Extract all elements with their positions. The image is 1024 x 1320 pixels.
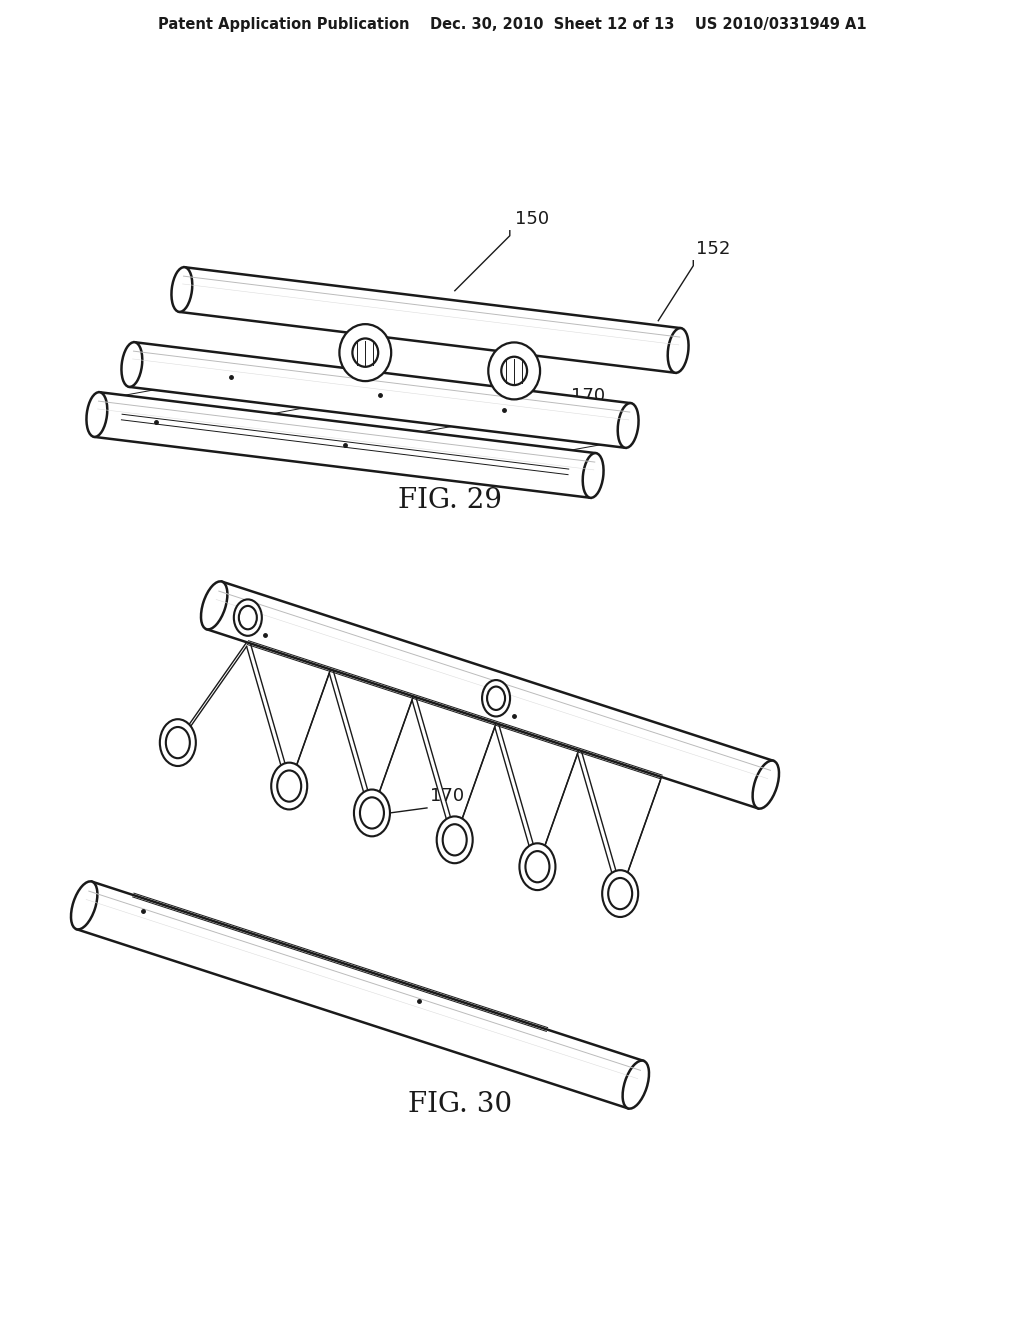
Ellipse shape	[487, 686, 505, 710]
Text: FIG. 29: FIG. 29	[398, 487, 502, 513]
Ellipse shape	[122, 342, 142, 387]
Polygon shape	[77, 882, 643, 1109]
Text: FIG. 30: FIG. 30	[408, 1092, 512, 1118]
Ellipse shape	[360, 797, 384, 829]
Ellipse shape	[623, 1060, 649, 1109]
Ellipse shape	[339, 325, 391, 381]
Ellipse shape	[354, 789, 390, 837]
Ellipse shape	[519, 843, 555, 890]
Text: 170: 170	[571, 387, 605, 405]
Ellipse shape	[436, 816, 473, 863]
Ellipse shape	[271, 763, 307, 809]
Ellipse shape	[482, 680, 510, 717]
Ellipse shape	[201, 581, 227, 630]
Polygon shape	[94, 392, 596, 498]
Text: Patent Application Publication    Dec. 30, 2010  Sheet 12 of 13    US 2010/03319: Patent Application Publication Dec. 30, …	[158, 16, 866, 32]
Ellipse shape	[753, 760, 779, 809]
Ellipse shape	[525, 851, 550, 882]
Ellipse shape	[608, 878, 632, 909]
Ellipse shape	[602, 870, 638, 917]
Ellipse shape	[488, 342, 540, 400]
Polygon shape	[129, 342, 631, 447]
Ellipse shape	[239, 606, 257, 630]
Text: 150: 150	[515, 210, 549, 228]
Ellipse shape	[352, 338, 378, 367]
Ellipse shape	[668, 329, 688, 372]
Ellipse shape	[71, 882, 97, 929]
Ellipse shape	[233, 599, 262, 636]
Ellipse shape	[166, 727, 189, 758]
Ellipse shape	[86, 392, 108, 437]
Ellipse shape	[160, 719, 196, 766]
Polygon shape	[207, 582, 773, 808]
Ellipse shape	[442, 824, 467, 855]
Ellipse shape	[502, 356, 527, 385]
Ellipse shape	[171, 267, 193, 312]
Text: 152: 152	[696, 240, 731, 257]
Text: 170: 170	[430, 787, 464, 805]
Ellipse shape	[278, 771, 301, 801]
Polygon shape	[179, 267, 681, 372]
Ellipse shape	[617, 403, 639, 447]
Ellipse shape	[583, 453, 603, 498]
